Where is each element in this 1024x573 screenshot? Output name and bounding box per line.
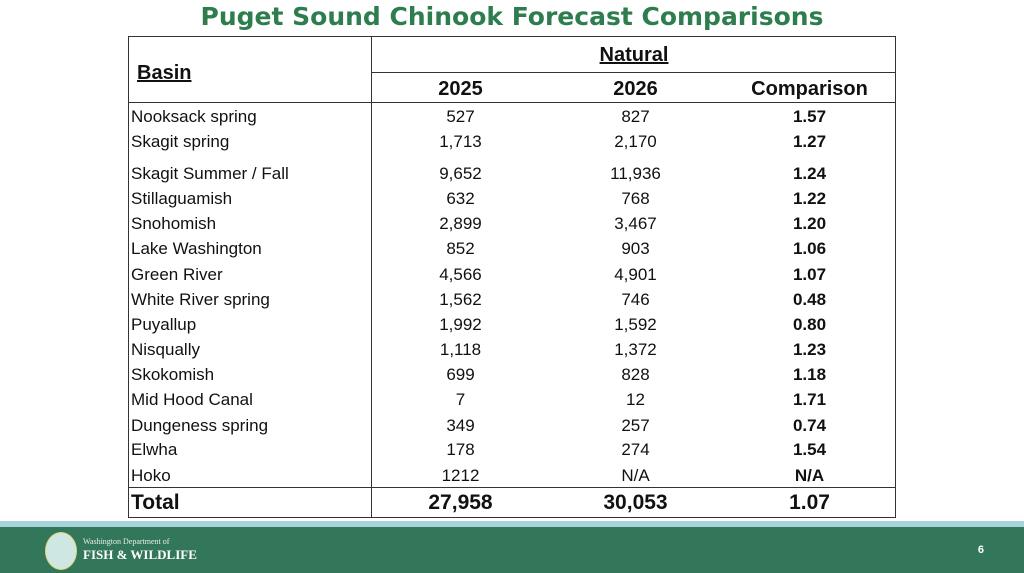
col-header-2026: 2026 xyxy=(613,78,658,100)
column-divider xyxy=(371,37,372,517)
cell-y2025: 349 xyxy=(446,416,475,435)
org-name-line2: FISH & WILDLIFE xyxy=(83,547,197,562)
cell-y2026: 768 xyxy=(621,189,650,208)
cell-y2025: 2,899 xyxy=(439,214,482,233)
divider xyxy=(129,102,895,103)
cell-y2025: 1,992 xyxy=(439,315,482,334)
page-number: 6 xyxy=(977,544,984,556)
cell-comparison: 0.80 xyxy=(792,315,827,334)
cell-y2025: 7 xyxy=(455,390,466,409)
cell-comparison: 1.23 xyxy=(792,340,827,359)
cell-comparison: 1.71 xyxy=(792,390,827,409)
total-comparison: 1.07 xyxy=(789,491,830,514)
forecast-table: Basin Natural 2025 2026 Comparison Nooks… xyxy=(128,36,896,518)
org-name-line1: Washington Department of xyxy=(83,537,170,546)
basin-header: Basin xyxy=(137,62,192,84)
cell-basin: Skokomish xyxy=(131,365,215,384)
cell-comparison: 0.74 xyxy=(792,416,827,435)
cell-y2025: 4,566 xyxy=(439,265,482,284)
cell-y2026: 3,467 xyxy=(614,214,657,233)
cell-y2026: 257 xyxy=(621,416,650,435)
cell-y2026: 828 xyxy=(621,365,650,384)
cell-basin: Puyallup xyxy=(131,315,197,334)
cell-y2026: 827 xyxy=(621,107,650,126)
footer: Washington Department of FISH & WILDLIFE… xyxy=(0,527,1024,573)
cell-y2026: 11,936 xyxy=(610,164,661,183)
total-label: Total xyxy=(131,491,180,514)
col-header-comparison: Comparison xyxy=(751,78,868,100)
total-2026: 30,053 xyxy=(603,491,668,514)
cell-comparison: 1.57 xyxy=(792,107,827,126)
cell-y2026: 2,170 xyxy=(614,132,657,151)
cell-basin: Elwha xyxy=(131,440,178,459)
wdfw-logo-icon xyxy=(45,532,77,570)
footer-accent-strip xyxy=(0,521,1024,527)
cell-basin: White River spring xyxy=(131,290,270,309)
cell-comparison: 1.22 xyxy=(792,189,827,208)
cell-y2026: 4,901 xyxy=(614,265,657,284)
cell-basin: Mid Hood Canal xyxy=(131,390,253,409)
divider xyxy=(371,72,895,73)
cell-comparison: 1.24 xyxy=(792,164,827,183)
cell-y2026: 1,592 xyxy=(614,315,657,334)
cell-basin: Hoko xyxy=(131,466,171,485)
cell-y2025: 1,713 xyxy=(439,132,482,151)
cell-y2025: 1,118 xyxy=(439,340,482,359)
cell-y2025: 699 xyxy=(446,365,475,384)
cell-y2026: 1,372 xyxy=(614,340,657,359)
cell-basin: Nooksack spring xyxy=(131,107,257,126)
cell-y2025: 527 xyxy=(446,107,475,126)
cell-basin: Stillaguamish xyxy=(131,189,233,208)
col-header-2025: 2025 xyxy=(438,78,483,100)
cell-y2025: 632 xyxy=(446,189,475,208)
cell-basin: Snohomish xyxy=(131,214,217,233)
cell-y2026: 746 xyxy=(621,290,650,309)
cell-basin: Nisqually xyxy=(131,340,200,359)
cell-y2026: N/A xyxy=(621,466,650,485)
slide-title: Puget Sound Chinook Forecast Comparisons xyxy=(200,2,824,31)
cell-comparison: N/A xyxy=(794,466,825,485)
divider xyxy=(129,487,895,488)
cell-comparison: 1.54 xyxy=(792,440,827,459)
cell-comparison: 0.48 xyxy=(792,290,827,309)
cell-y2025: 178 xyxy=(446,440,475,459)
cell-basin: Dungeness spring xyxy=(131,416,269,435)
cell-y2026: 903 xyxy=(621,239,650,258)
cell-y2025: 1212 xyxy=(441,466,480,485)
cell-basin: Skagit spring xyxy=(131,132,230,151)
total-2025: 27,958 xyxy=(428,491,493,514)
cell-y2026: 12 xyxy=(626,390,645,409)
cell-y2025: 1,562 xyxy=(439,290,482,309)
natural-header: Natural xyxy=(599,44,669,66)
cell-y2025: 9,652 xyxy=(439,164,482,183)
cell-basin: Lake Washington xyxy=(131,239,262,258)
cell-comparison: 1.27 xyxy=(792,132,827,151)
cell-y2026: 274 xyxy=(621,440,650,459)
cell-basin: Green River xyxy=(131,265,223,284)
cell-comparison: 1.06 xyxy=(792,239,827,258)
cell-comparison: 1.07 xyxy=(792,265,827,284)
cell-comparison: 1.20 xyxy=(792,214,827,233)
cell-comparison: 1.18 xyxy=(792,365,827,384)
cell-y2025: 852 xyxy=(446,239,475,258)
cell-basin: Skagit Summer / Fall xyxy=(131,164,289,183)
